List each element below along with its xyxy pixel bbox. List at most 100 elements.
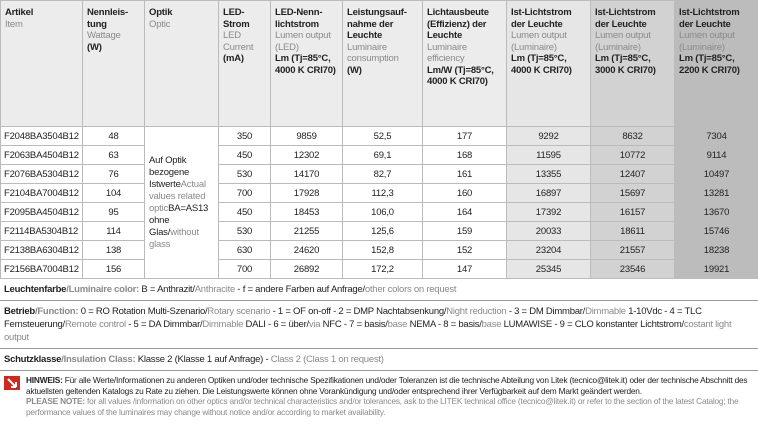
table-cell: 172,2 [342, 259, 423, 279]
text-segment: NEMA - 8 = basis/ [407, 319, 482, 330]
hinweis-paragraph: PLEASE NOTE: for all values /information… [26, 396, 754, 417]
table-cell: 63 [82, 145, 145, 165]
text-segment: Klasse 2 (Klasse 1 auf Anfrage) - [135, 354, 271, 365]
table-cell: 177 [422, 126, 507, 146]
text-segment: 0 = RO Rotation Multi-Szenario/ [78, 306, 208, 317]
text-segment: - 1 = OF on-off - 2 = DMP Nachtabsenkung… [270, 306, 447, 317]
text-segment: (W) [347, 64, 362, 76]
table-cell: 17928 [270, 183, 343, 203]
table-cell: 114 [82, 221, 145, 241]
text-segment: without glass [149, 226, 199, 250]
table-cell: 16157 [590, 202, 675, 222]
text-segment: Schutzklasse [4, 354, 62, 365]
text-segment: Lm/W (Tj=85°C, 4000 K CRI70) [427, 64, 494, 88]
text-segment: Dimmable [202, 319, 244, 330]
text-segment: /Function: [34, 306, 79, 317]
table-cell: F2048BA3504B12 [0, 126, 83, 146]
table-cell: F2156BA7004B12 [0, 259, 83, 279]
text-segment: via [308, 319, 321, 330]
table-row: F2076BA5304B12 76 530 14170 82,7 161 13355 1240… [0, 164, 758, 184]
table-cell: 152,8 [342, 240, 423, 260]
column-header: LED-Nenn-lichtstrom Lumen output (LED) Lm … [270, 0, 343, 127]
text-segment: Night reduction [446, 306, 507, 317]
table-cell: 8632 [590, 126, 675, 146]
table-cell: F2138BA6304B12 [0, 240, 83, 260]
text-segment: Luminaire efficiency [427, 41, 467, 65]
column-header: Ist-Lichtstrom der Leuchte Lumen output (… [674, 0, 758, 127]
table-cell: 152 [422, 240, 507, 260]
table-cell: 112,3 [342, 183, 423, 203]
text-segment: B = Anthrazit/ [139, 284, 195, 295]
text-segment: 1-10Vdc - 4 = TLC Fernsteuerung/ [4, 306, 702, 330]
table-row: F2048BA3504B12 48 Auf Optik bezogene Istwe… [0, 126, 758, 279]
text-segment: Nennleis-tung [87, 7, 128, 30]
table-cell: 15746 [674, 221, 758, 241]
text-segment: Actual values related optic [149, 178, 206, 214]
table-cell: 76 [82, 164, 145, 184]
text-segment: Optic [149, 18, 171, 30]
table-cell: 20033 [506, 221, 591, 241]
table-cell: 21255 [270, 221, 343, 241]
table-row: F2095BA4504B12 95 450 18453 106,0 164 17392 161… [0, 202, 758, 222]
text-segment: Lm (Tj=85°C, 4000 K CRI70) [511, 53, 572, 76]
text-segment: Ist-Lichtstrom der Leuchte [679, 7, 740, 30]
column-header: Leistungsauf-nahme der Leuchte Luminaire … [342, 0, 423, 127]
warning-icon [4, 376, 20, 390]
text-segment: Leuchtenfarbe [4, 284, 67, 295]
optik-cell: Auf Optik bezogene IstwerteActual values… [144, 126, 219, 279]
text-segment: Luminaire consumption [347, 41, 399, 65]
table-cell: F2076BA5304B12 [0, 164, 83, 184]
table-cell: 104 [82, 183, 145, 203]
spec-table: Artikel Item Nennleis-tung Wattage (W) Optik O… [0, 0, 758, 279]
text-segment: - f = andere Farben auf Anfrage/ [235, 284, 365, 295]
table-cell: 164 [422, 202, 507, 222]
table-cell: 159 [422, 221, 507, 241]
text-segment: Lm (Tj=85°C, 2200 K CRI70) [679, 53, 740, 76]
text-segment: Optik [149, 7, 173, 18]
text-segment: Artikel [5, 7, 34, 18]
text-segment: /Luminaire color: [66, 284, 140, 295]
table-cell: F2063BA4504B12 [0, 145, 83, 165]
table-row: F2138BA6304B12 138 630 24620 152,8 152 23204 21… [0, 240, 758, 260]
note-line: Betrieb/Function: 0 = RO Rotation Multi-… [0, 301, 758, 349]
text-segment: Rotary scenario [207, 306, 271, 317]
text-segment: LED-Strom [223, 7, 250, 30]
table-cell: 82,7 [342, 164, 423, 184]
table-cell: 25345 [506, 259, 591, 279]
table-cell: 23546 [590, 259, 675, 279]
table-cell: F2095BA4504B12 [0, 202, 83, 222]
column-header: Nennleis-tung Wattage (W) [82, 0, 145, 127]
column-header: Lichtausbeute (Effizienz) der Leuchte Lum… [422, 0, 507, 127]
text-segment: (W) [87, 41, 102, 53]
table-cell: 700 [218, 259, 271, 279]
table-cell: 630 [218, 240, 271, 260]
table-cell: 14170 [270, 164, 343, 184]
table-cell: 12407 [590, 164, 675, 184]
table-cell: 52,5 [342, 126, 423, 146]
text-segment: Für alle Werte/Informationen zu anderen … [26, 375, 748, 396]
text-segment: /Insulation Class: [61, 354, 136, 365]
text-segment: HINWEIS: [26, 375, 63, 385]
table-cell: 10497 [674, 164, 758, 184]
notes: Leuchtenfarbe/Luminaire color: B = Anthr… [0, 279, 758, 371]
text-segment: Anthracite [194, 284, 236, 295]
text-segment: Lm (Tj=85°C, 4000 K CRI70) [275, 53, 336, 76]
table-cell: 48 [82, 126, 145, 146]
table-cell: 10772 [590, 145, 675, 165]
text-segment: Class 2 (Class 1 on request) [270, 354, 384, 365]
table-cell: 12302 [270, 145, 343, 165]
table-cell: 530 [218, 221, 271, 241]
note-line: Schutzklasse/Insulation Class: Klasse 2 … [0, 349, 758, 371]
table-cell: 13281 [674, 183, 758, 203]
table-cell: 18238 [674, 240, 758, 260]
text-segment: DALI - 6 = über/ [243, 319, 310, 330]
text-segment: Ist-Lichtstrom der Leuchte [511, 7, 572, 30]
table-cell: 156 [82, 259, 145, 279]
table-cell: 17392 [506, 202, 591, 222]
table-cell: 160 [422, 183, 507, 203]
text-segment: Dimmable [585, 306, 626, 317]
table-cell: 700 [218, 183, 271, 203]
column-header: Optik Optic [144, 0, 219, 127]
text-segment: Lumen output (LED) [275, 30, 331, 53]
